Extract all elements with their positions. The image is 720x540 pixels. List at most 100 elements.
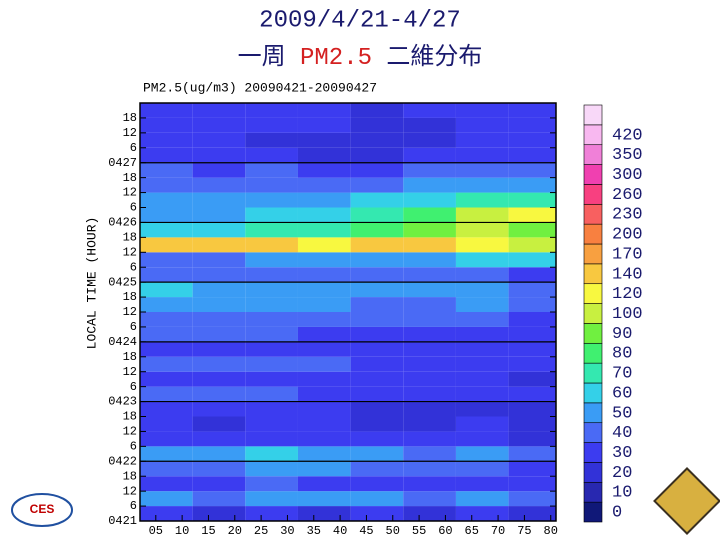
heatmap-cell [245,103,298,118]
x-tick-label: 80 [544,524,558,538]
heatmap-cell [508,192,556,208]
heatmap-cell [350,222,404,238]
heatmap-cell [297,356,351,372]
heatmap-cell [297,312,351,327]
colorbar-label: 100 [612,305,643,324]
heatmap-cell [508,326,556,342]
heatmap-cell [140,222,193,238]
heatmap-cell [403,162,456,178]
heatmap-cell [455,162,509,178]
heatmap-cell [140,356,193,372]
heatmap-cell [350,192,404,208]
heatmap-cell [245,356,298,372]
heatmap-cell [508,356,556,372]
heatmap-cell [455,341,509,357]
y-tick-label: 12 [123,186,137,200]
heatmap-cell [140,476,193,492]
heatmap-cell [350,267,404,283]
heatmap-cell [403,312,456,327]
y-tick-label: 6 [130,320,137,334]
colorbar-swatch [583,223,603,245]
heatmap-cell [403,371,456,387]
colorbar-swatch [583,481,603,503]
heatmap-cell [508,431,556,447]
x-tick-label: 60 [438,524,452,538]
heatmap-cell [403,446,456,462]
heatmap-cell [192,237,246,253]
heatmap-cell [140,267,193,283]
heatmap-cell [140,401,193,417]
heatmap-cell [192,386,246,402]
heatmap-cell [297,416,351,432]
heatmap-cell [508,132,556,148]
heatmap-cell [508,147,556,163]
heatmap-cell [508,416,556,432]
heatmap-cell [403,506,456,521]
heatmap-cell [297,222,351,238]
heatmap-cell [350,237,404,253]
heatmap-cell [508,461,556,477]
heatmap-cell [403,177,456,193]
colorbar-swatch [583,283,603,304]
heatmap-cell [192,222,246,238]
heatmap-cell [140,177,193,193]
colorbar-label: 20 [612,464,632,483]
y-tick-label: 12 [123,245,137,259]
heatmap-cell [297,252,351,268]
heatmap-cell [455,177,509,193]
heatmap-cell [140,431,193,447]
heatmap-cell [140,237,193,253]
heatmap-cell [192,162,246,178]
x-tick-label: 15 [201,524,215,538]
heatmap-cell [403,222,456,238]
heatmap-cell [508,222,556,238]
heatmap-cell [192,132,246,148]
y-tick-label: 12 [123,365,137,379]
y-tick-label: 6 [130,380,137,394]
x-tick-label: 50 [386,524,400,538]
slide-subtitle: 一周 PM2.5 二維分布 [238,43,483,72]
heatmap-cell [245,341,298,357]
colorbar-swatch [583,462,603,483]
heatmap-cell [140,461,193,477]
heatmap-cell [508,252,556,268]
heatmap-cell [403,103,456,118]
heatmap-cell [455,356,509,372]
heatmap-cell [297,267,351,283]
heatmap-cell [350,431,404,447]
heatmap-cell [297,401,351,417]
x-tick-label: 75 [517,524,531,538]
heatmap-cell [245,401,298,417]
colorbar-label: 10 [612,484,632,503]
x-tick-label: 70 [491,524,505,538]
heatmap-cell [245,147,298,163]
colorbar-swatch [583,422,603,443]
heatmap-cell [350,491,404,507]
heatmap-cell [192,371,246,387]
subtitle-part: 一周 [238,45,286,72]
x-tick-label: 05 [149,524,163,538]
heatmap-cell [140,416,193,432]
y-tick-label: 18 [123,410,137,424]
x-tick-label: 35 [307,524,321,538]
heatmap-cell [245,431,298,447]
y-tick-label: 18 [123,171,137,185]
x-tick-label: 45 [359,524,373,538]
heatmap-cell [192,147,246,163]
heatmap-cell [403,461,456,477]
heatmap-cell [455,237,509,253]
heatmap-cell [297,162,351,178]
heatmap-cell [297,132,351,148]
heatmap-cell [508,297,556,312]
heatmap-cell [192,177,246,193]
heatmap-cell [350,356,404,372]
heatmap-cell [297,491,351,507]
heatmap-cell [508,117,556,133]
x-tick-label: 20 [228,524,242,538]
colorbar-label: 80 [612,345,632,364]
heatmap-cell [297,461,351,477]
heatmap-cell [350,416,404,432]
heatmap-cell [140,371,193,387]
heatmap-cell [350,252,404,268]
heatmap-cell [455,326,509,342]
